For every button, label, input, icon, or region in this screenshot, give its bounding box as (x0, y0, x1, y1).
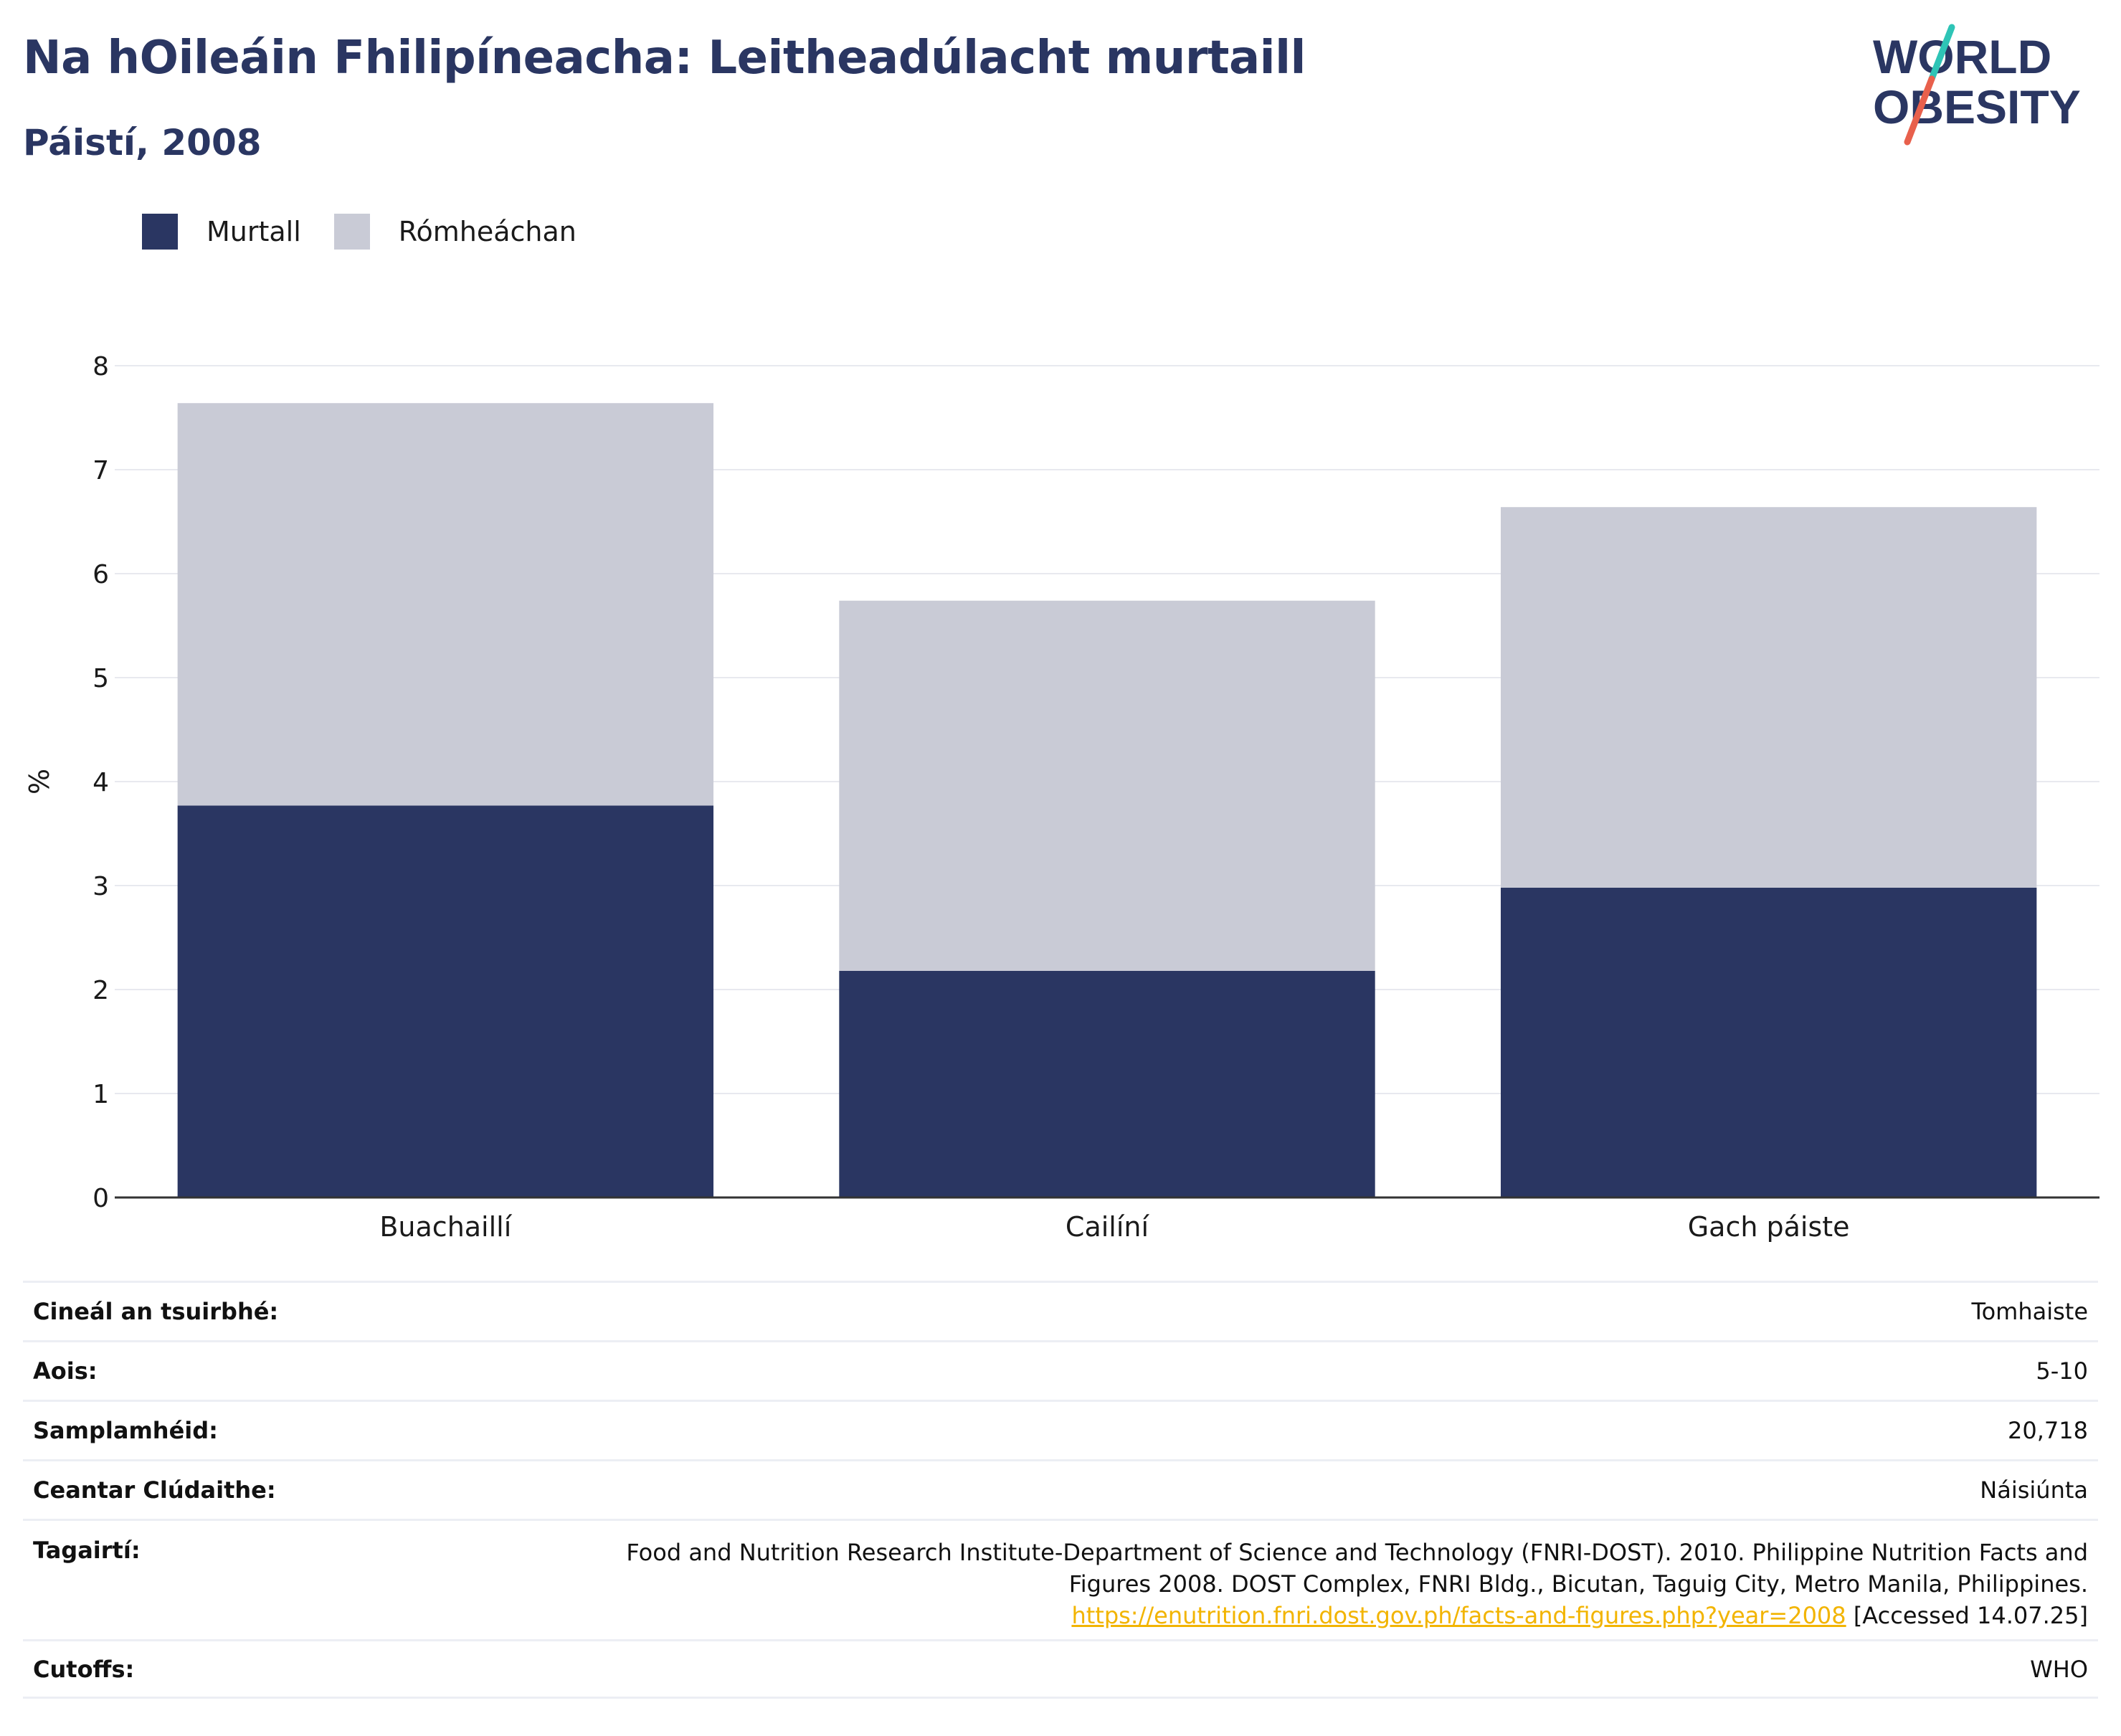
x-tick-label-2: Gach páiste (1688, 1211, 1850, 1243)
y-tick-label-0: 0 (92, 1184, 109, 1213)
logo-text-obesity: OBESITY (1873, 80, 2081, 133)
y-tick-label-3: 3 (92, 872, 109, 901)
y-tick-label-8: 8 (92, 352, 109, 381)
bar-overweight-2 (1500, 507, 2037, 888)
info-label-survey-type: Cineál an tsuirbhé: (33, 1298, 279, 1325)
y-tick-label-2: 2 (92, 976, 109, 1005)
y-tick-label-5: 5 (92, 664, 109, 693)
x-tick-label-0: Buachaillí (379, 1211, 512, 1243)
info-value-area: Náisiúnta (1980, 1476, 2088, 1504)
y-tick-label-1: 1 (92, 1080, 109, 1109)
legend-item-overweight[interactable]: Rómheáchan (333, 214, 576, 250)
info-row-sample-size: Samplamhéid: 20,718 (23, 1400, 2098, 1459)
bar-obesity-2 (1500, 887, 2037, 1197)
logo-text-world: WORLD (1873, 30, 2051, 83)
chart-title: Na hOileáin Fhilipíneacha: Leitheadúlach… (23, 32, 1306, 85)
reference-accessed: [Accessed 14.07.25] (1846, 1602, 2088, 1629)
y-tick-label-7: 7 (92, 456, 109, 485)
bar-obesity-0 (177, 805, 714, 1197)
bar-obesity-1 (839, 970, 1375, 1197)
chart-legend: Murtall Rómheáchan (142, 214, 609, 250)
stacked-bar-chart: 0 1 2 3 4 5 6 7 8% Buachaillí Cailíní Gach páiste (24, 352, 2099, 1243)
reference-text: Food and Nutrition Research Institute-De… (626, 1539, 2088, 1598)
info-label-sample-size: Samplamhéid: (33, 1417, 218, 1444)
logo-slash-top (1928, 24, 1955, 82)
info-row-references: Tagairtí: Food and Nutrition Research In… (23, 1519, 2098, 1639)
legend-item-obesity[interactable]: Murtall (142, 214, 301, 250)
info-row-cutoffs: Cutoffs: WHO (23, 1639, 2098, 1699)
info-value-cutoffs: WHO (2030, 1655, 2088, 1683)
info-row-area: Ceantar Clúdaithe: Náisiúnta (23, 1459, 2098, 1519)
bar-overweight-1 (839, 600, 1375, 971)
info-value-age: 5-10 (2036, 1357, 2088, 1385)
x-tick-label-1: Cailíní (1066, 1211, 1150, 1243)
reference-link[interactable]: https://enutrition.fnri.dost.gov.ph/fact… (1071, 1602, 1846, 1629)
legend-label-obesity: Murtall (207, 216, 301, 247)
y-tick-label-4: 4 (92, 768, 109, 797)
bar-overweight-0 (177, 403, 714, 806)
logo-slash-bottom (1904, 75, 1935, 146)
info-label-age: Aois: (33, 1357, 98, 1385)
y-tick-label-6: 6 (92, 560, 109, 589)
info-row-survey-type: Cineál an tsuirbhé: Tomhaiste (23, 1281, 2098, 1340)
info-label-references: Tagairtí: (33, 1537, 141, 1564)
legend-swatch-overweight (333, 214, 370, 250)
legend-swatch-obesity (142, 214, 178, 250)
survey-info-table: Cineál an tsuirbhé: Tomhaiste Aois: 5-10… (23, 1281, 2098, 1699)
chart-subtitle: Páistí, 2008 (23, 122, 262, 163)
info-label-cutoffs: Cutoffs: (33, 1655, 135, 1683)
info-value-survey-type: Tomhaiste (1971, 1298, 2088, 1325)
info-label-area: Ceantar Clúdaithe: (33, 1476, 276, 1504)
world-obesity-logo: WORLD OBESITY (1873, 24, 2081, 146)
legend-label-overweight: Rómheáchan (398, 216, 576, 247)
y-axis-title: % (24, 769, 55, 795)
info-value-references: Food and Nutrition Research Institute-De… (625, 1537, 2088, 1631)
info-row-age: Aois: 5-10 (23, 1340, 2098, 1400)
info-value-sample-size: 20,718 (2008, 1417, 2088, 1444)
